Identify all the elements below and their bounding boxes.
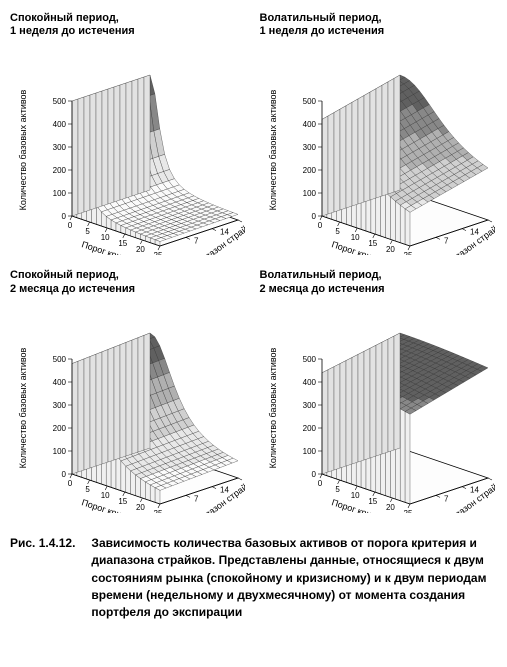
- svg-text:0: 0: [62, 212, 67, 221]
- svg-text:400: 400: [302, 120, 316, 129]
- svg-text:0: 0: [68, 479, 73, 488]
- panel-calm-1w: Спокойный период, 1 неделя до истечения …: [10, 12, 248, 255]
- svg-text:20: 20: [136, 503, 145, 512]
- svg-text:Количество базовых активов: Количество базовых активов: [18, 347, 28, 468]
- svg-text:20: 20: [385, 245, 394, 254]
- svg-text:25: 25: [154, 509, 163, 513]
- svg-text:500: 500: [53, 355, 67, 364]
- panel-vol-2m: Волатильный период, 2 месяца до истечени…: [260, 269, 498, 512]
- svg-text:200: 200: [53, 424, 67, 433]
- svg-text:25: 25: [403, 251, 412, 255]
- svg-text:500: 500: [302, 97, 316, 106]
- panel-title: Волатильный период, 2 месяца до истечени…: [260, 269, 498, 295]
- svg-text:10: 10: [350, 491, 359, 500]
- svg-text:20: 20: [385, 503, 394, 512]
- svg-text:0: 0: [317, 221, 322, 230]
- svg-text:400: 400: [302, 378, 316, 387]
- svg-text:200: 200: [302, 166, 316, 175]
- caption-label: Рис. 1.4.12.: [10, 535, 75, 622]
- svg-text:15: 15: [118, 239, 127, 248]
- panel-vol-1w: Волатильный период, 1 неделя до истечени…: [260, 12, 498, 255]
- surface-chart: 0100200300400500051015202571421Порог кри…: [260, 40, 498, 255]
- svg-text:Количество базовых активов: Количество базовых активов: [268, 90, 278, 211]
- svg-text:7: 7: [194, 237, 199, 246]
- svg-text:0: 0: [317, 479, 322, 488]
- svg-text:200: 200: [302, 424, 316, 433]
- svg-text:0: 0: [62, 470, 67, 479]
- surface-chart: 0100200300400500051015202571421Порог кри…: [10, 40, 248, 255]
- svg-text:300: 300: [302, 401, 316, 410]
- svg-text:Количество базовых активов: Количество базовых активов: [18, 90, 28, 211]
- svg-text:15: 15: [368, 239, 377, 248]
- svg-text:7: 7: [194, 494, 199, 503]
- svg-text:500: 500: [302, 355, 316, 364]
- svg-text:200: 200: [53, 166, 67, 175]
- svg-text:10: 10: [101, 491, 110, 500]
- svg-text:400: 400: [53, 120, 67, 129]
- svg-text:5: 5: [335, 227, 340, 236]
- svg-text:0: 0: [311, 212, 316, 221]
- svg-text:300: 300: [53, 143, 67, 152]
- svg-text:100: 100: [53, 447, 67, 456]
- chart-grid: Спокойный период, 1 неделя до истечения …: [10, 12, 497, 513]
- figure-caption: Рис. 1.4.12. Зависимость количества базо…: [10, 535, 497, 622]
- svg-text:0: 0: [68, 221, 73, 230]
- panel-title: Спокойный период, 1 неделя до истечения: [10, 12, 248, 38]
- svg-text:7: 7: [444, 494, 449, 503]
- svg-text:20: 20: [136, 245, 145, 254]
- svg-text:15: 15: [118, 497, 127, 506]
- svg-text:300: 300: [53, 401, 67, 410]
- svg-text:Количество базовых активов: Количество базовых активов: [268, 347, 278, 468]
- panel-title: Спокойный период, 2 месяца до истечения: [10, 269, 248, 295]
- svg-text:400: 400: [53, 378, 67, 387]
- panel-calm-2m: Спокойный период, 2 месяца до истечения …: [10, 269, 248, 512]
- svg-text:300: 300: [302, 143, 316, 152]
- svg-text:25: 25: [154, 251, 163, 255]
- panel-title: Волатильный период, 1 неделя до истечени…: [260, 12, 498, 38]
- svg-text:100: 100: [53, 189, 67, 198]
- svg-text:0: 0: [311, 470, 316, 479]
- svg-text:15: 15: [368, 497, 377, 506]
- svg-text:500: 500: [53, 97, 67, 106]
- surface-chart: 0100200300400500051015202571421Порог кри…: [260, 298, 498, 513]
- svg-text:25: 25: [403, 509, 412, 513]
- svg-text:5: 5: [85, 227, 90, 236]
- svg-text:5: 5: [335, 485, 340, 494]
- surface-chart: 0100200300400500051015202571421Порог кри…: [10, 298, 248, 513]
- svg-text:10: 10: [101, 233, 110, 242]
- caption-text: Зависимость количества базовых активов о…: [91, 535, 497, 622]
- svg-text:7: 7: [444, 237, 449, 246]
- svg-text:100: 100: [302, 189, 316, 198]
- svg-text:10: 10: [350, 233, 359, 242]
- svg-text:100: 100: [302, 447, 316, 456]
- svg-text:5: 5: [85, 485, 90, 494]
